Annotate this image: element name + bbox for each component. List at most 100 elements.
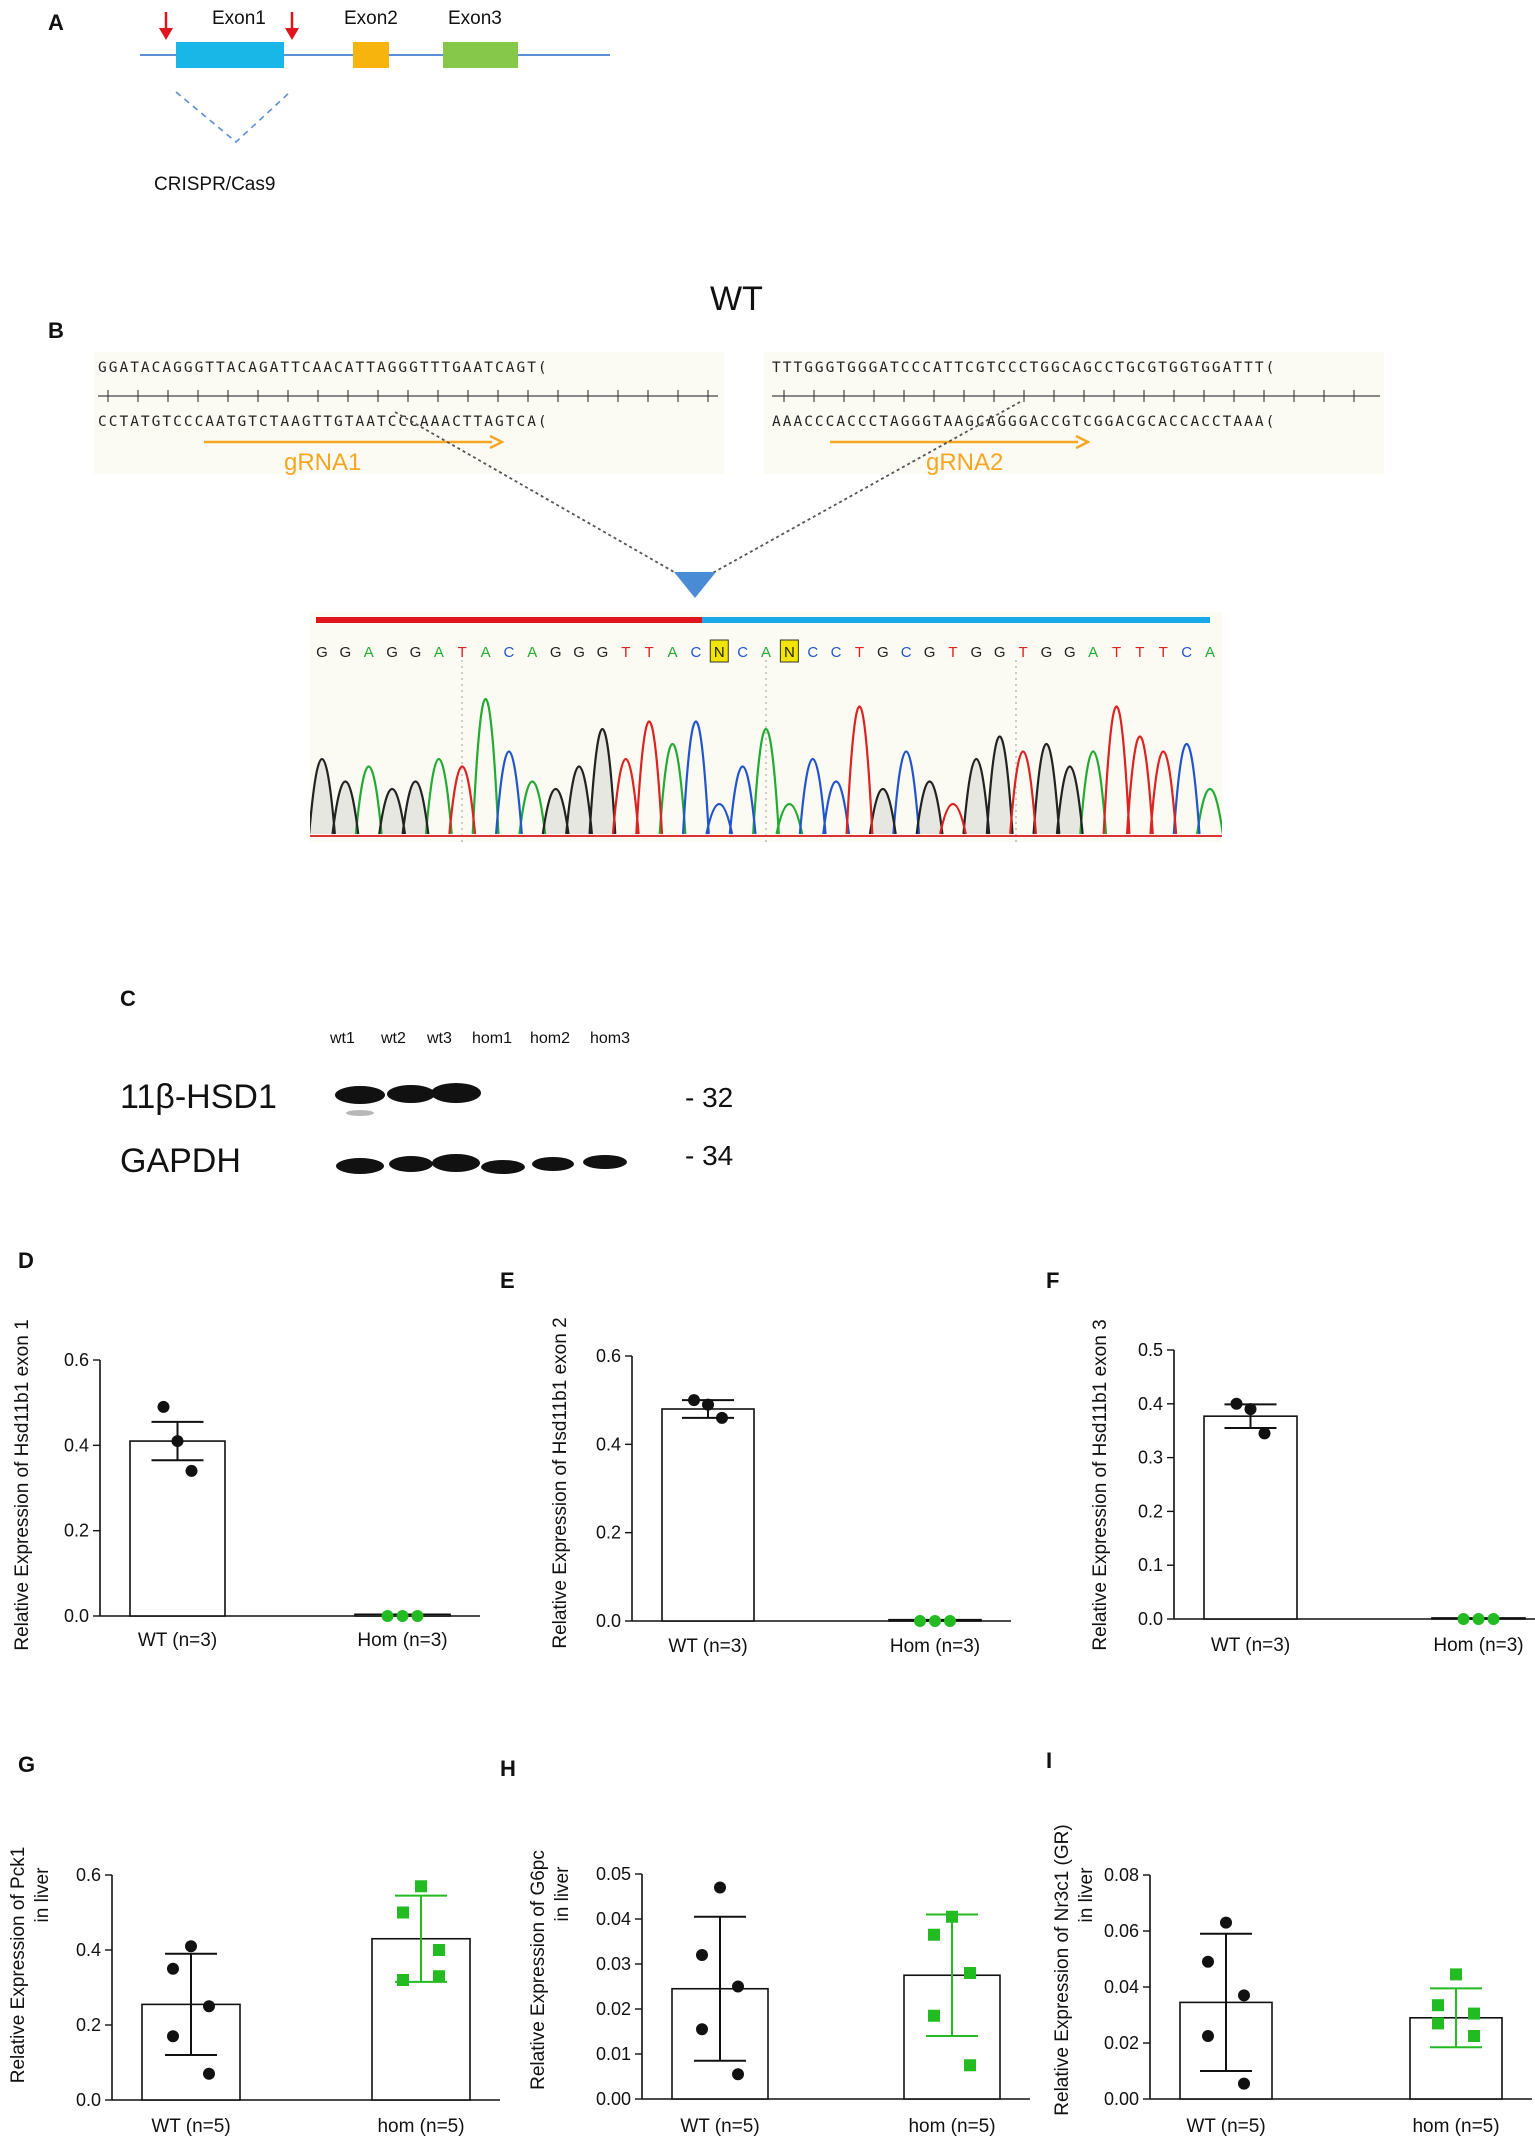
mw-label-32: - 32 — [685, 1082, 734, 1113]
base-call: C — [807, 644, 818, 661]
trace-A — [354, 697, 1224, 835]
mw-label-34: - 34 — [685, 1140, 734, 1171]
base-call: G — [386, 644, 398, 661]
lane-label-hom1: hom1 — [472, 1030, 513, 1047]
data-point — [433, 1944, 445, 1956]
data-point — [1450, 1968, 1462, 1981]
y-tick-label: 0.00 — [1104, 2089, 1139, 2109]
data-point — [411, 1610, 424, 1622]
base-call: T — [1018, 644, 1027, 661]
data-point — [1468, 2030, 1480, 2042]
chart-f-hsd11b1-exon3: 0.0 0.1 0.2 0.3 0.4 0.5 Relative Expression of… — [1090, 1319, 1535, 1656]
category-label: WT (n=5) — [680, 2116, 759, 2137]
data-point — [964, 2059, 976, 2072]
data-point — [171, 1435, 184, 1448]
base-call: A — [364, 644, 374, 661]
base-call: C — [737, 644, 748, 661]
base-call: G — [410, 644, 422, 661]
n-highlight — [779, 639, 799, 663]
junction-connectors — [394, 401, 1021, 598]
chart-h-g6pc: 0.00 0.01 0.02 0.03 0.04 0.05 Relative Express… — [528, 1850, 1030, 2137]
y-axis-label: Relative Expression of Hsd11b1 exon 3 — [1090, 1319, 1111, 1650]
y-axis-label: Relative Expression of Hsd11b1 exon 2 — [550, 1317, 571, 1648]
y-tick-label: 0.00 — [596, 2089, 631, 2109]
wt-sequence-right: TTTGGGTGGGATCCCATTCGTCCCTGGCAGCCTGCGTGGT… — [764, 352, 1384, 476]
base-call: T — [1112, 644, 1121, 661]
y-tick-label: 0.05 — [596, 1864, 631, 1884]
grna1-label: gRNA1 — [284, 449, 362, 476]
data-point — [396, 1610, 409, 1622]
y-tick-label: 0.3 — [1138, 1448, 1163, 1468]
data-point — [944, 1615, 956, 1627]
blot-band-gapdh-hom1 — [481, 1160, 525, 1174]
chart-d-hsd11b1-exon1: 0.0 0.2 0.4 0.6 Relative Expression of Hsd11… — [12, 1319, 480, 1651]
y-tick-label: 0.4 — [64, 1435, 89, 1455]
deletion-indicator — [175, 91, 291, 144]
category-label: WT (n=3) — [138, 1630, 217, 1651]
data-point — [928, 2009, 940, 2022]
y-axis-label-2: in liver — [552, 1866, 573, 1922]
data-point — [185, 1940, 197, 1953]
exon2-box — [353, 42, 389, 68]
data-point — [167, 2030, 179, 2043]
category-label: WT (n=3) — [668, 1636, 747, 1657]
bar — [1409, 2016, 1503, 2100]
base-call: G — [994, 644, 1006, 661]
seq-left-ticks — [98, 390, 718, 402]
base-call: A — [761, 644, 771, 661]
data-point — [1432, 2017, 1444, 2030]
base-call: T — [1159, 644, 1168, 661]
blot-band-gapdh-wt2 — [389, 1156, 433, 1172]
seq-right-ticks — [772, 390, 1380, 402]
data-point — [1202, 1955, 1214, 1968]
y-tick-label: 0.6 — [76, 1865, 101, 1885]
base-call: G — [970, 644, 982, 661]
lane-label-hom2: hom2 — [530, 1030, 571, 1047]
seq-left-top: GGATACAGGGTTACAGATTCAACATTAGGGTTTGAATCAG… — [98, 360, 549, 376]
bar — [903, 1974, 1001, 2100]
western-blot — [335, 1083, 627, 1174]
base-call: C — [901, 644, 912, 661]
data-point — [1238, 1989, 1250, 2002]
y-tick-label: 0.2 — [596, 1523, 621, 1543]
error-bar — [694, 1915, 746, 2062]
data-point — [696, 1949, 708, 1961]
gene-structure-diagram: Exon1 Exon2 Exon3 CRISPR/Cas9 — [140, 8, 610, 195]
bar — [661, 1408, 755, 1622]
data-point — [929, 1615, 941, 1627]
y-tick-label: 0.0 — [76, 2090, 101, 2110]
base-call: G — [877, 644, 889, 661]
base-call: T — [1135, 644, 1144, 661]
data-point — [1258, 1427, 1271, 1440]
trace-T — [448, 705, 1178, 835]
seq-right-top: TTTGGGTGGGATCCCATTCGTCCCTGGCAGCCTGCGTGGT… — [772, 360, 1277, 376]
base-call: N — [714, 644, 725, 661]
data-point — [914, 1615, 926, 1627]
seq-left-bottom: CCTATGTCCCAATGTCTAAGTTGTAATCCCAAACTTAGTC… — [98, 414, 549, 430]
y-axis-label-2: in liver — [1076, 1867, 1097, 1923]
panel-label-i: I — [1046, 1748, 1053, 1773]
base-call: T — [458, 644, 467, 661]
trace-C — [494, 720, 1201, 835]
chromatogram-traces — [308, 697, 1224, 835]
chart-e-hsd11b1-exon2: 0.0 0.2 0.4 0.6 Relative Expression of Hsd11… — [550, 1317, 1011, 1657]
category-label: Hom (n=3) — [1433, 1635, 1523, 1656]
base-call: C — [831, 644, 842, 661]
panel-label-c: C — [120, 986, 136, 1011]
data-point — [1202, 2030, 1214, 2042]
error-bar — [165, 1952, 217, 2056]
grna1-arrow — [204, 434, 504, 450]
base-call: G — [316, 644, 328, 661]
data-point — [415, 1880, 427, 1893]
y-tick-label: 0.2 — [1138, 1501, 1163, 1521]
data-point — [433, 1970, 445, 1983]
base-call: C — [690, 644, 701, 661]
base-call: A — [527, 644, 537, 661]
y-tick-label: 0.01 — [596, 2044, 631, 2064]
category-label: hom (n=5) — [908, 2116, 995, 2137]
bar — [1203, 1415, 1298, 1620]
lane-label-hom3: hom3 — [590, 1030, 631, 1047]
base-call: A — [1088, 644, 1098, 661]
category-label: WT (n=5) — [1186, 2116, 1265, 2137]
